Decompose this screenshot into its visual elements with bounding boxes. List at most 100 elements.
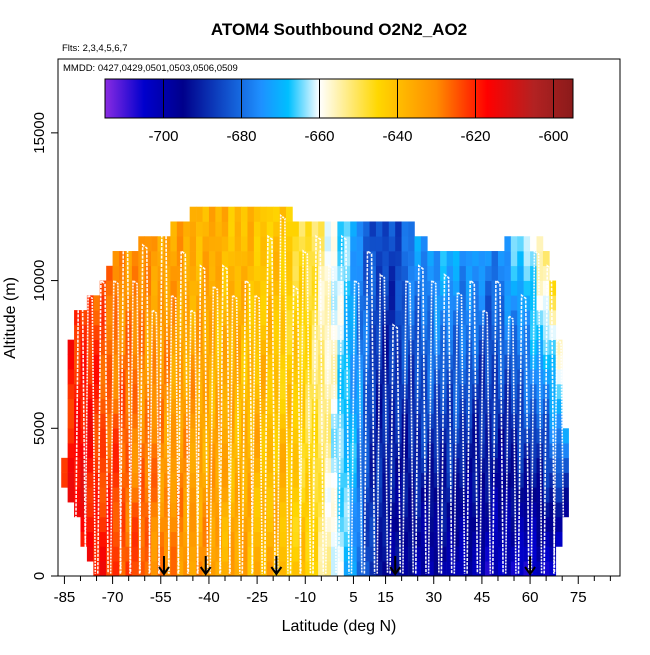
heatmap-cell	[395, 531, 402, 547]
heatmap-cell	[318, 472, 325, 488]
heatmap-cell	[311, 428, 319, 444]
heatmap-cell	[536, 516, 544, 532]
heatmap-cell	[266, 236, 274, 252]
heatmap-cell	[273, 516, 280, 532]
heatmap-cell	[86, 398, 94, 414]
heatmap-cell	[260, 398, 268, 414]
heatmap-cell	[549, 443, 557, 459]
heatmap-cell	[324, 413, 332, 429]
heatmap-cell	[298, 457, 306, 473]
heatmap-cell	[170, 354, 178, 370]
heatmap-cell	[183, 236, 190, 252]
heatmap-cell	[453, 413, 460, 429]
heatmap-cell	[176, 443, 184, 459]
heatmap-cell	[536, 457, 544, 473]
heatmap-cell	[517, 457, 524, 473]
heatmap-cell	[131, 383, 139, 400]
heatmap-cell	[491, 472, 499, 488]
heatmap-cell	[131, 251, 139, 267]
flight-track	[325, 264, 337, 574]
heatmap-cell	[497, 546, 505, 562]
heatmap-cell	[485, 502, 492, 518]
heatmap-cell	[517, 531, 524, 547]
heatmap-cell	[273, 221, 280, 237]
heatmap-cell	[510, 487, 518, 503]
heatmap-cell	[266, 295, 274, 311]
heatmap-cell	[363, 487, 370, 503]
heatmap-cell	[478, 487, 486, 503]
heatmap-cell	[324, 531, 332, 547]
heatmap-cell	[157, 310, 165, 326]
heatmap-cell	[131, 339, 139, 355]
heatmap-cell	[125, 280, 133, 296]
heatmap-cell	[86, 324, 94, 340]
heatmap-cell	[536, 443, 544, 459]
dates-label: MMDD: 0427,0429,0501,0503,0506,0509	[63, 63, 238, 74]
heatmap-cell	[221, 383, 229, 400]
heatmap-cell	[408, 531, 415, 547]
heatmap-cell	[523, 443, 531, 459]
heatmap-cell	[67, 369, 75, 385]
heatmap-cell	[401, 383, 409, 400]
heatmap-cell	[446, 280, 454, 296]
heatmap-cell	[427, 457, 435, 473]
heatmap-cell	[170, 561, 178, 577]
heatmap-cell	[382, 236, 390, 252]
heatmap-cell	[420, 236, 428, 252]
heatmap-cell	[382, 295, 390, 311]
heatmap-cell	[414, 428, 422, 444]
heatmap-cell	[298, 428, 306, 444]
heatmap-cell	[485, 339, 492, 355]
heatmap-cell	[292, 221, 300, 237]
heatmap-cell	[247, 251, 255, 267]
heatmap-cell	[369, 531, 377, 547]
flight-track	[97, 279, 109, 574]
heatmap-cell	[530, 457, 537, 473]
heatmap-cell	[298, 221, 306, 237]
heatmap-cell	[523, 502, 531, 518]
heatmap-cell	[343, 561, 351, 577]
heatmap-cell	[266, 251, 274, 267]
heatmap-cell	[183, 295, 190, 311]
heatmap-cell	[363, 236, 370, 252]
heatmap-cell	[414, 398, 422, 414]
heatmap-cell	[196, 546, 203, 562]
heatmap-cell	[292, 339, 300, 355]
heatmap-cell	[86, 502, 94, 518]
heatmap-cell	[99, 295, 107, 311]
colorbar-tick-label: -600	[538, 128, 568, 145]
heatmap-cell	[253, 295, 261, 311]
heatmap-cell	[253, 339, 261, 355]
heatmap-cell	[221, 280, 229, 296]
heatmap-cell	[228, 546, 235, 562]
flight-track	[109, 279, 122, 574]
heatmap-cell	[196, 251, 203, 267]
heatmap-cell	[465, 265, 473, 281]
heatmap-cell	[555, 354, 563, 370]
x-tick-label: 5	[349, 589, 357, 606]
heatmap-cell	[286, 443, 293, 459]
heatmap-cell	[253, 472, 261, 488]
heatmap-cell	[189, 472, 197, 488]
heatmap-cell	[151, 295, 158, 311]
heatmap-cell	[382, 502, 390, 518]
heatmap-cell	[440, 516, 447, 532]
heatmap-cell	[427, 413, 435, 429]
heatmap-cell	[401, 531, 409, 547]
heatmap-cell	[202, 516, 210, 532]
heatmap-cell	[382, 546, 390, 562]
heatmap-cell	[119, 280, 126, 296]
heatmap-cell	[530, 546, 537, 562]
heatmap-cell	[119, 516, 126, 532]
heatmap-cell	[446, 531, 454, 547]
heatmap-cell	[228, 398, 235, 414]
heatmap-cell	[343, 502, 351, 518]
heatmap-cell	[202, 280, 210, 296]
heatmap-cell	[375, 265, 383, 281]
heatmap-cell	[504, 561, 512, 577]
heatmap-cell	[247, 324, 255, 340]
heatmap-cell	[318, 265, 325, 281]
heatmap-cell	[119, 457, 126, 473]
heatmap-cell	[318, 502, 325, 518]
heatmap-cell	[99, 457, 107, 473]
